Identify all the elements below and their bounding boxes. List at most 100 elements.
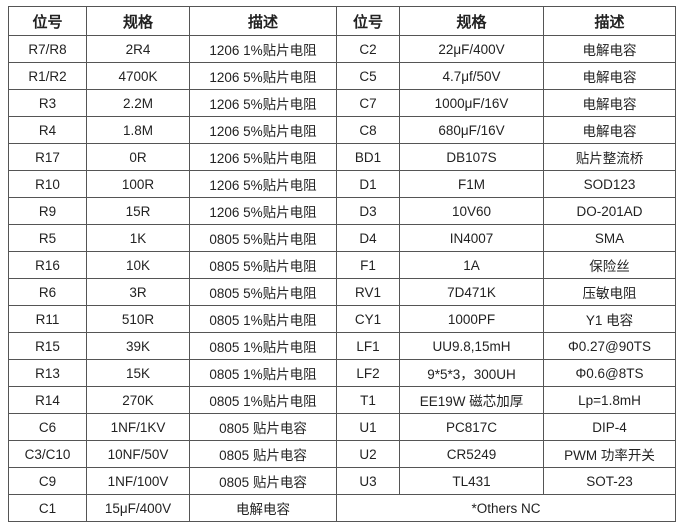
cell-designator: D1 — [336, 170, 400, 198]
cell-description: 0805 1%贴片电阻 — [189, 332, 337, 360]
cell-description: 0805 5%贴片电阻 — [189, 278, 337, 306]
cell-spec: 15R — [86, 197, 190, 225]
cell-designator: RV1 — [336, 278, 400, 306]
cell-spec: 1NF/100V — [86, 467, 190, 495]
cell-spec: 4.7μf/50V — [399, 62, 544, 90]
cell-spec: 1000PF — [399, 305, 544, 333]
cell-spec: 7D471K — [399, 278, 544, 306]
table-row: R9 15R 1206 5%贴片电阻 D3 10V60 DO-201AD — [8, 197, 676, 225]
cell-spec: 1K — [86, 224, 190, 252]
cell-designator: R15 — [8, 332, 87, 360]
cell-designator: BD1 — [336, 143, 400, 171]
cell-designator: R3 — [8, 89, 87, 117]
cell-description: 电解电容 — [543, 116, 676, 144]
cell-description: 电解电容 — [543, 89, 676, 117]
cell-designator: R14 — [8, 386, 87, 414]
table-row: R1/R2 4700K 1206 5%贴片电阻 C5 4.7μf/50V 电解电容 — [8, 62, 676, 90]
cell-description: DO-201AD — [543, 197, 676, 225]
cell-spec: 10K — [86, 251, 190, 279]
table-row: R10 100R 1206 5%贴片电阻 D1 F1M SOD123 — [8, 170, 676, 198]
header-designator: 位号 — [8, 6, 87, 36]
cell-spec: 0R — [86, 143, 190, 171]
cell-spec: 680μF/16V — [399, 116, 544, 144]
cell-spec: 4700K — [86, 62, 190, 90]
cell-designator: R1/R2 — [8, 62, 87, 90]
cell-designator: R11 — [8, 305, 87, 333]
cell-description: Lp=1.8mH — [543, 386, 676, 414]
cell-designator: R13 — [8, 359, 87, 387]
note-cell: *Others NC — [336, 494, 676, 522]
cell-description: 0805 贴片电容 — [189, 413, 337, 441]
cell-description: 1206 5%贴片电阻 — [189, 143, 337, 171]
cell-description: 0805 1%贴片电阻 — [189, 386, 337, 414]
cell-designator: U1 — [336, 413, 400, 441]
table-row: C6 1NF/1KV 0805 贴片电容 U1 PC817C DIP-4 — [8, 413, 676, 441]
header-desc: 描述 — [189, 6, 337, 36]
cell-spec: UU9.8,15mH — [399, 332, 544, 360]
table-row: R16 10K 0805 5%贴片电阻 F1 1A 保险丝 — [8, 251, 676, 279]
cell-description: 贴片整流桥 — [543, 143, 676, 171]
header-row: 位号 规格 描述 位号 规格 描述 — [8, 6, 676, 36]
cell-description: SOT-23 — [543, 467, 676, 495]
header-desc: 描述 — [543, 6, 676, 36]
cell-designator: R9 — [8, 197, 87, 225]
cell-description: 1206 5%贴片电阻 — [189, 197, 337, 225]
table-row: R11 510R 0805 1%贴片电阻 CY1 1000PF Y1 电容 — [8, 305, 676, 333]
cell-spec: 39K — [86, 332, 190, 360]
cell-designator: F1 — [336, 251, 400, 279]
table-row: R17 0R 1206 5%贴片电阻 BD1 DB107S 贴片整流桥 — [8, 143, 676, 171]
cell-spec: F1M — [399, 170, 544, 198]
table-row: R15 39K 0805 1%贴片电阻 LF1 UU9.8,15mH Φ0.27@90TS — [8, 332, 676, 360]
cell-spec: 1000μF/16V — [399, 89, 544, 117]
cell-designator: U2 — [336, 440, 400, 468]
cell-description: 1206 5%贴片电阻 — [189, 89, 337, 117]
cell-spec: 15μF/400V — [86, 494, 190, 522]
cell-description: Y1 电容 — [543, 305, 676, 333]
cell-spec: 15K — [86, 359, 190, 387]
cell-designator: R16 — [8, 251, 87, 279]
cell-description: 0805 贴片电容 — [189, 440, 337, 468]
cell-designator: R6 — [8, 278, 87, 306]
cell-spec: TL431 — [399, 467, 544, 495]
cell-designator: R10 — [8, 170, 87, 198]
cell-designator: T1 — [336, 386, 400, 414]
cell-description: 保险丝 — [543, 251, 676, 279]
cell-spec: 1NF/1KV — [86, 413, 190, 441]
table-row: C9 1NF/100V 0805 贴片电容 U3 TL431 SOT-23 — [8, 467, 676, 495]
cell-designator: LF1 — [336, 332, 400, 360]
header-spec: 规格 — [399, 6, 544, 36]
cell-spec: EE19W 磁芯加厚 — [399, 386, 544, 414]
cell-description: Φ0.27@90TS — [543, 332, 676, 360]
table-row: R5 1K 0805 5%贴片电阻 D4 IN4007 SMA — [8, 224, 676, 252]
cell-designator: LF2 — [336, 359, 400, 387]
cell-description: 0805 1%贴片电阻 — [189, 305, 337, 333]
table-row: R14 270K 0805 1%贴片电阻 T1 EE19W 磁芯加厚 Lp=1.8mH — [8, 386, 676, 414]
cell-spec: 1A — [399, 251, 544, 279]
cell-designator: C5 — [336, 62, 400, 90]
cell-spec: 9*5*3，300UH — [399, 359, 544, 387]
cell-designator: C7 — [336, 89, 400, 117]
cell-spec: PC817C — [399, 413, 544, 441]
cell-spec: DB107S — [399, 143, 544, 171]
cell-designator: C8 — [336, 116, 400, 144]
cell-spec: 510R — [86, 305, 190, 333]
cell-description: SMA — [543, 224, 676, 252]
cell-description: PWM 功率开关 — [543, 440, 676, 468]
cell-spec: 270K — [86, 386, 190, 414]
bom-table: 位号 规格 描述 位号 规格 描述 R7/R8 2R4 1206 1%贴片电阻 C2 2… — [8, 6, 676, 522]
cell-description: 电解电容 — [543, 35, 676, 63]
cell-description: 0805 5%贴片电阻 — [189, 251, 337, 279]
cell-spec: 2.2M — [86, 89, 190, 117]
table-row: R4 1.8M 1206 5%贴片电阻 C8 680μF/16V 电解电容 — [8, 116, 676, 144]
table-row: R7/R8 2R4 1206 1%贴片电阻 C2 22μF/400V 电解电容 — [8, 35, 676, 63]
cell-designator: C6 — [8, 413, 87, 441]
cell-designator: U3 — [336, 467, 400, 495]
cell-description: 0805 5%贴片电阻 — [189, 224, 337, 252]
cell-designator: R17 — [8, 143, 87, 171]
cell-description: 1206 5%贴片电阻 — [189, 62, 337, 90]
table-row: R6 3R 0805 5%贴片电阻 RV1 7D471K 压敏电阻 — [8, 278, 676, 306]
cell-spec: 10NF/50V — [86, 440, 190, 468]
table-row: C3/C10 10NF/50V 0805 贴片电容 U2 CR5249 PWM 功率开关 — [8, 440, 676, 468]
cell-spec: CR5249 — [399, 440, 544, 468]
cell-spec: 10V60 — [399, 197, 544, 225]
